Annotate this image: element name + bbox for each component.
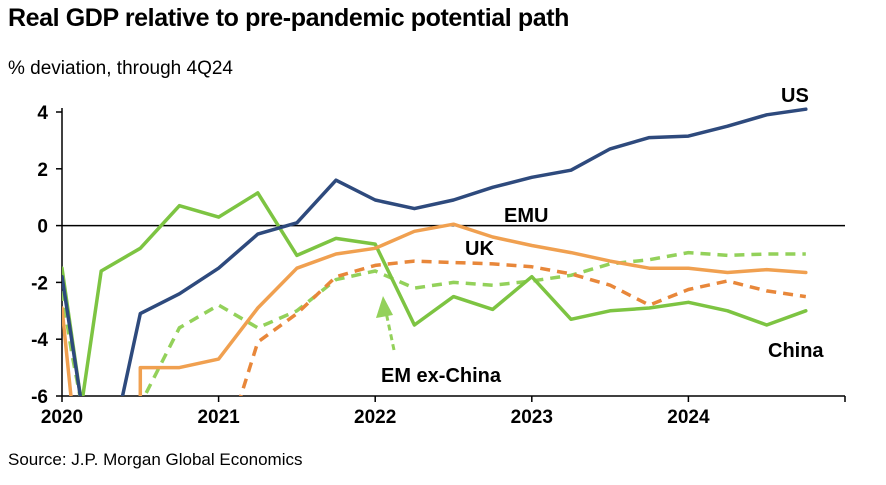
chart-subtitle: % deviation, through 4Q24	[8, 58, 233, 79]
series-line-china	[62, 191, 808, 396]
series-label-emu: EMU	[504, 205, 548, 227]
series-label-em-ex-china: EM ex-China	[381, 365, 502, 387]
y-tick-label: -6	[31, 387, 48, 408]
chart-title: Real GDP relative to pre-pandemic potent…	[8, 4, 570, 32]
labels-layer: US EMU UK EM ex-China China	[376, 85, 824, 387]
em-arrow-head	[376, 296, 393, 318]
series-line-emu	[62, 222, 808, 396]
y-tick-label: -4	[31, 330, 48, 351]
x-tick-label: 2020	[41, 407, 83, 428]
series-label-uk: UK	[465, 238, 494, 260]
x-tick-label: 2022	[354, 407, 396, 428]
y-tick-label: 4	[37, 103, 48, 124]
series-line-em-ex-china	[62, 250, 806, 396]
series-label-china: China	[768, 340, 824, 362]
series-line-us	[62, 107, 808, 396]
series-label-us: US	[781, 85, 809, 107]
series-layer	[62, 107, 808, 396]
x-tick-label: 2021	[197, 407, 240, 428]
y-tick-label: 0	[37, 217, 48, 238]
source-note: Source: J.P. Morgan Global Economics	[8, 450, 303, 469]
y-tick-label: -2	[31, 273, 48, 294]
series-line-uk	[239, 259, 807, 396]
x-tick-label: 2024	[667, 407, 710, 428]
y-tick-label: 2	[37, 160, 48, 181]
em-arrow-shaft	[384, 311, 396, 351]
x-tick-label: 2023	[511, 407, 553, 428]
axes: -6 -4 -2 0 2 4 2020 2021 2022 2023 2024	[31, 103, 846, 428]
